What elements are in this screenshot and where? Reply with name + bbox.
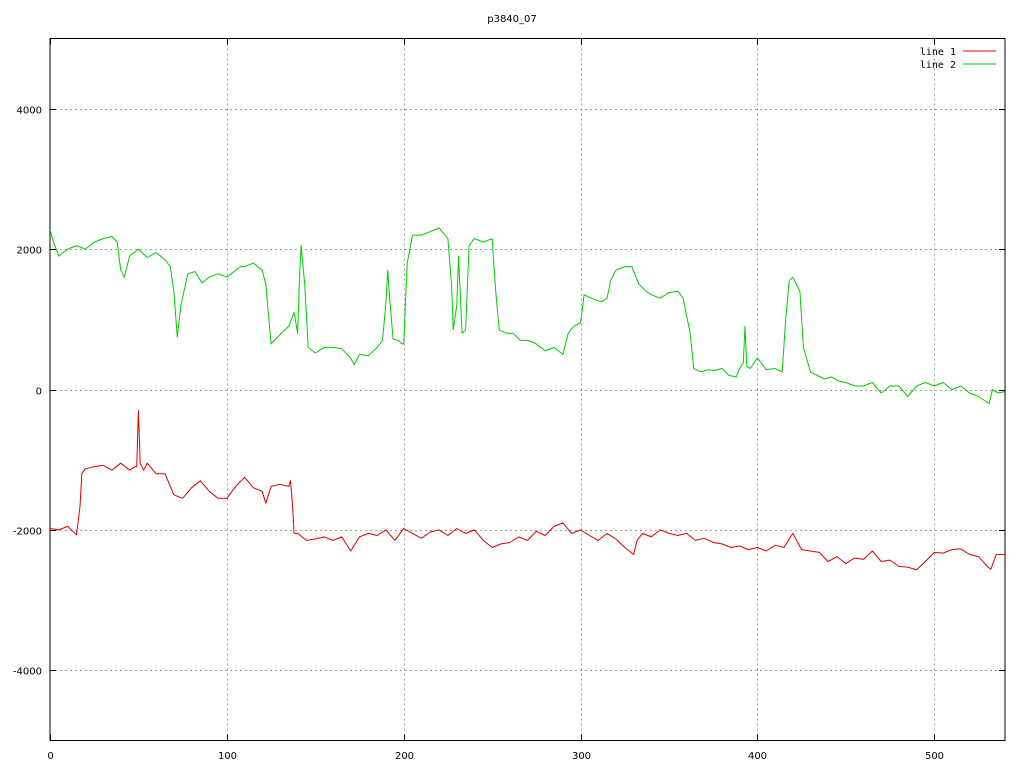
legend-label: line 2 (920, 60, 956, 71)
series-lines (49, 227, 1006, 571)
x-tick-label: 300 (572, 751, 591, 762)
y-tick-label: 2000 (17, 246, 42, 257)
series-line-2 (49, 227, 1006, 404)
plot-frame (49, 38, 1006, 741)
x-tick-label: 200 (395, 751, 414, 762)
legend-label: line 1 (920, 47, 956, 58)
y-tick-label: 4000 (17, 106, 42, 117)
x-tick-label: 500 (925, 751, 944, 762)
y-tick-label: -2000 (13, 527, 42, 538)
x-tick-label: 0 (47, 751, 53, 762)
y-tick-label: 0 (36, 387, 42, 398)
legend: line 1 line 2 (920, 47, 996, 71)
chart-title: p3840_07 (487, 14, 537, 25)
y-tick-label: -4000 (13, 667, 42, 678)
x-tick-label: 400 (748, 751, 767, 762)
x-tick-label: 100 (218, 751, 237, 762)
axis-ticks: 0 100 200 300 400 500 -4000 -2000 0 2000 4000 (13, 38, 1005, 762)
grid-lines (50, 38, 1005, 741)
series-line-1 (49, 410, 1005, 571)
